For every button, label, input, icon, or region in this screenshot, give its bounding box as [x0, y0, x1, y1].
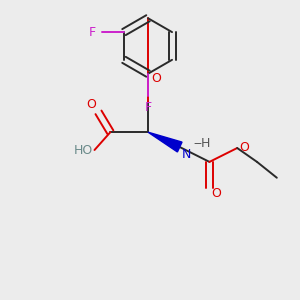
Text: F: F	[145, 101, 152, 115]
Text: O: O	[151, 72, 161, 85]
Text: O: O	[87, 98, 97, 111]
Polygon shape	[148, 132, 182, 152]
Text: O: O	[212, 187, 221, 200]
Text: O: O	[239, 140, 249, 154]
Text: N: N	[182, 148, 191, 161]
Text: ‒H: ‒H	[194, 136, 211, 150]
Text: F: F	[89, 26, 96, 39]
Text: HO: HO	[73, 143, 92, 157]
